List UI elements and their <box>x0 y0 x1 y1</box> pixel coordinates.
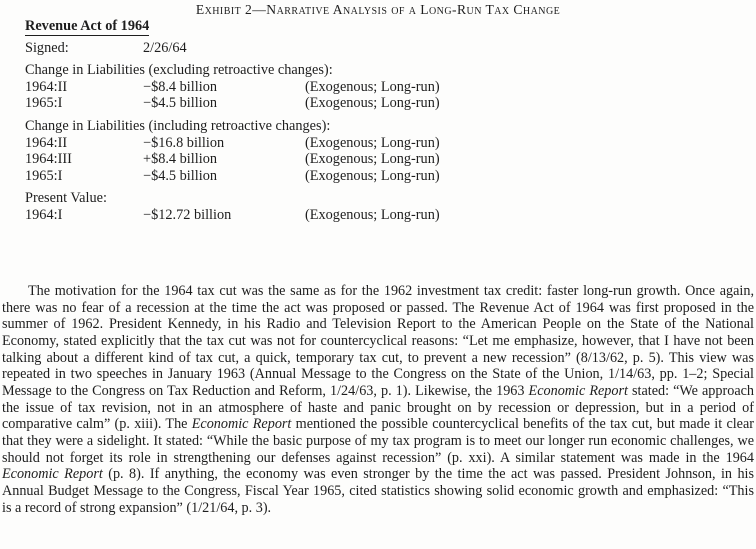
table-row: 1965:I −$4.5 billion (Exogenous; Long-ru… <box>25 168 731 185</box>
signed-row: Signed: 2/26/64 <box>25 40 731 57</box>
table-row: 1964:II −$8.4 billion (Exogenous; Long-r… <box>25 79 731 96</box>
table-row: 1964:I −$12.72 billion (Exogenous; Long-… <box>25 207 731 224</box>
section-heading: Change in Liabilities (including retroac… <box>25 117 331 134</box>
row-classification: (Exogenous; Long-run) <box>305 95 440 112</box>
table-row: 1964:II −$16.8 billion (Exogenous; Long-… <box>25 135 731 152</box>
section-liabilities-including: Change in Liabilities (including retroac… <box>25 118 731 184</box>
text-run: mentioned the possible countercyclical b… <box>2 416 754 466</box>
text-run-italic: Economic Report <box>2 466 103 483</box>
exhibit-title: Exhibit 2—Narrative Analysis of a Long-R… <box>195 2 561 17</box>
row-period: 1965:I <box>25 167 63 184</box>
signed-label: Signed: <box>25 39 69 56</box>
text-run: (p. 8). If anything, the economy was eve… <box>2 466 754 516</box>
table-row: 1965:I −$4.5 billion (Exogenous; Long-ru… <box>25 95 731 112</box>
row-period: 1964:II <box>25 78 68 95</box>
act-title-text: Revenue Act of 1964 <box>25 18 150 36</box>
text-run: The motivation for the 1964 tax cut was … <box>2 283 754 399</box>
exhibit-table: Revenue Act of 1964 Signed: 2/26/64 Chan… <box>25 18 731 224</box>
row-amount: −$16.8 billion <box>143 134 225 151</box>
section-present-value: Present Value: 1964:I −$12.72 billion (E… <box>25 190 731 223</box>
row-period: 1965:I <box>25 95 63 112</box>
signed-spacer <box>305 40 731 57</box>
row-classification: (Exogenous; Long-run) <box>305 134 440 151</box>
section-heading: Change in Liabilities (excluding retroac… <box>25 62 333 79</box>
text-run-italic: Economic Report <box>528 382 628 399</box>
section-liabilities-excluding: Change in Liabilities (excluding retroac… <box>25 62 731 112</box>
row-amount: −$8.4 billion <box>143 78 217 95</box>
row-classification: (Exogenous; Long-run) <box>305 206 440 223</box>
row-amount: +$8.4 billion <box>143 151 217 168</box>
body-paragraph: The motivation for the 1964 tax cut was … <box>2 283 754 516</box>
act-title: Revenue Act of 1964 <box>25 18 731 36</box>
row-classification: (Exogenous; Long-run) <box>305 151 440 168</box>
row-period: 1964:II <box>25 134 68 151</box>
row-classification: (Exogenous; Long-run) <box>305 167 440 184</box>
row-period: 1964:I <box>25 206 63 223</box>
text-run-italic: Economic Report <box>191 416 292 433</box>
row-classification: (Exogenous; Long-run) <box>305 78 440 95</box>
row-amount: −$4.5 billion <box>143 95 217 112</box>
row-period: 1964:III <box>25 151 72 168</box>
row-amount: −$4.5 billion <box>143 167 217 184</box>
signed-value: 2/26/64 <box>143 39 187 56</box>
text-run: stated: “We approach the issue of tax re… <box>2 382 755 433</box>
section-heading: Present Value: <box>25 190 107 207</box>
table-row: 1964:III +$8.4 billion (Exogenous; Long-… <box>25 151 731 168</box>
row-amount: −$12.72 billion <box>143 206 232 223</box>
